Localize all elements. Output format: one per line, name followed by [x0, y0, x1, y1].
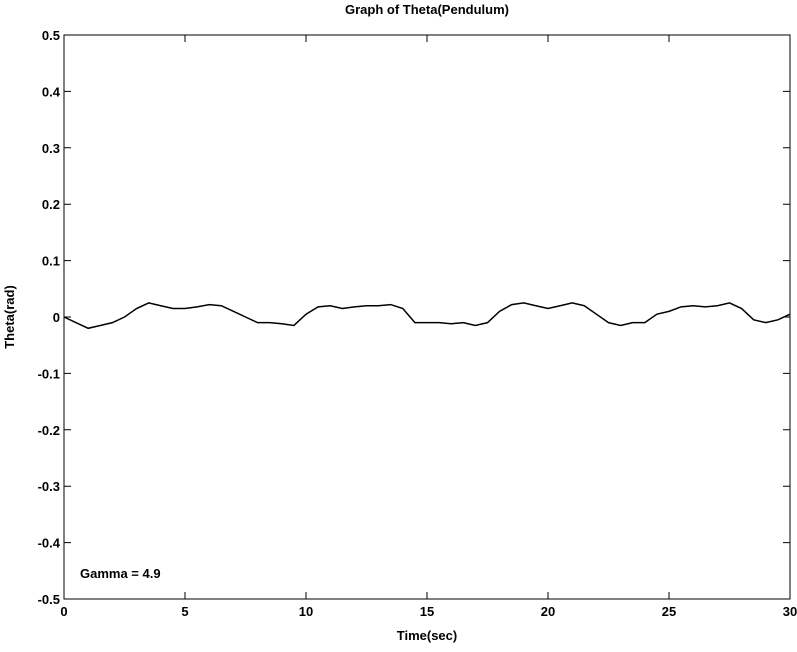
y-tick-label: 0.1: [42, 254, 60, 269]
x-tick-label: 30: [783, 604, 797, 619]
y-tick-label: 0.4: [42, 84, 61, 99]
line: [63, 302, 791, 330]
y-tick-label: -0.1: [38, 366, 60, 381]
x-tick-label: 15: [420, 604, 434, 619]
y-tick-label: 0.2: [42, 197, 60, 212]
annotation: Gamma = 4.9: [80, 566, 161, 581]
y-tick-label: -0.3: [38, 479, 60, 494]
y-tick-label: 0.5: [42, 28, 60, 43]
y-tick-label: -0.5: [38, 592, 60, 607]
x-axis-label: Time(sec): [397, 628, 457, 643]
y-tick-label: -0.2: [38, 423, 60, 438]
plot-frame: [63, 34, 791, 600]
chart-title: Graph of Theta(Pendulum): [345, 2, 509, 17]
y-tick-label: 0.3: [42, 141, 60, 156]
x-tick-label: 5: [181, 604, 188, 619]
x-tick-label: 0: [60, 604, 67, 619]
x-tick-label: 10: [299, 604, 313, 619]
y-tick-label: -0.4: [38, 536, 61, 551]
y-tick-label: 0: [53, 310, 60, 325]
x-tick-label: 20: [541, 604, 555, 619]
y-axis-label: Theta(rad): [2, 285, 17, 349]
x-tick-label: 25: [662, 604, 676, 619]
